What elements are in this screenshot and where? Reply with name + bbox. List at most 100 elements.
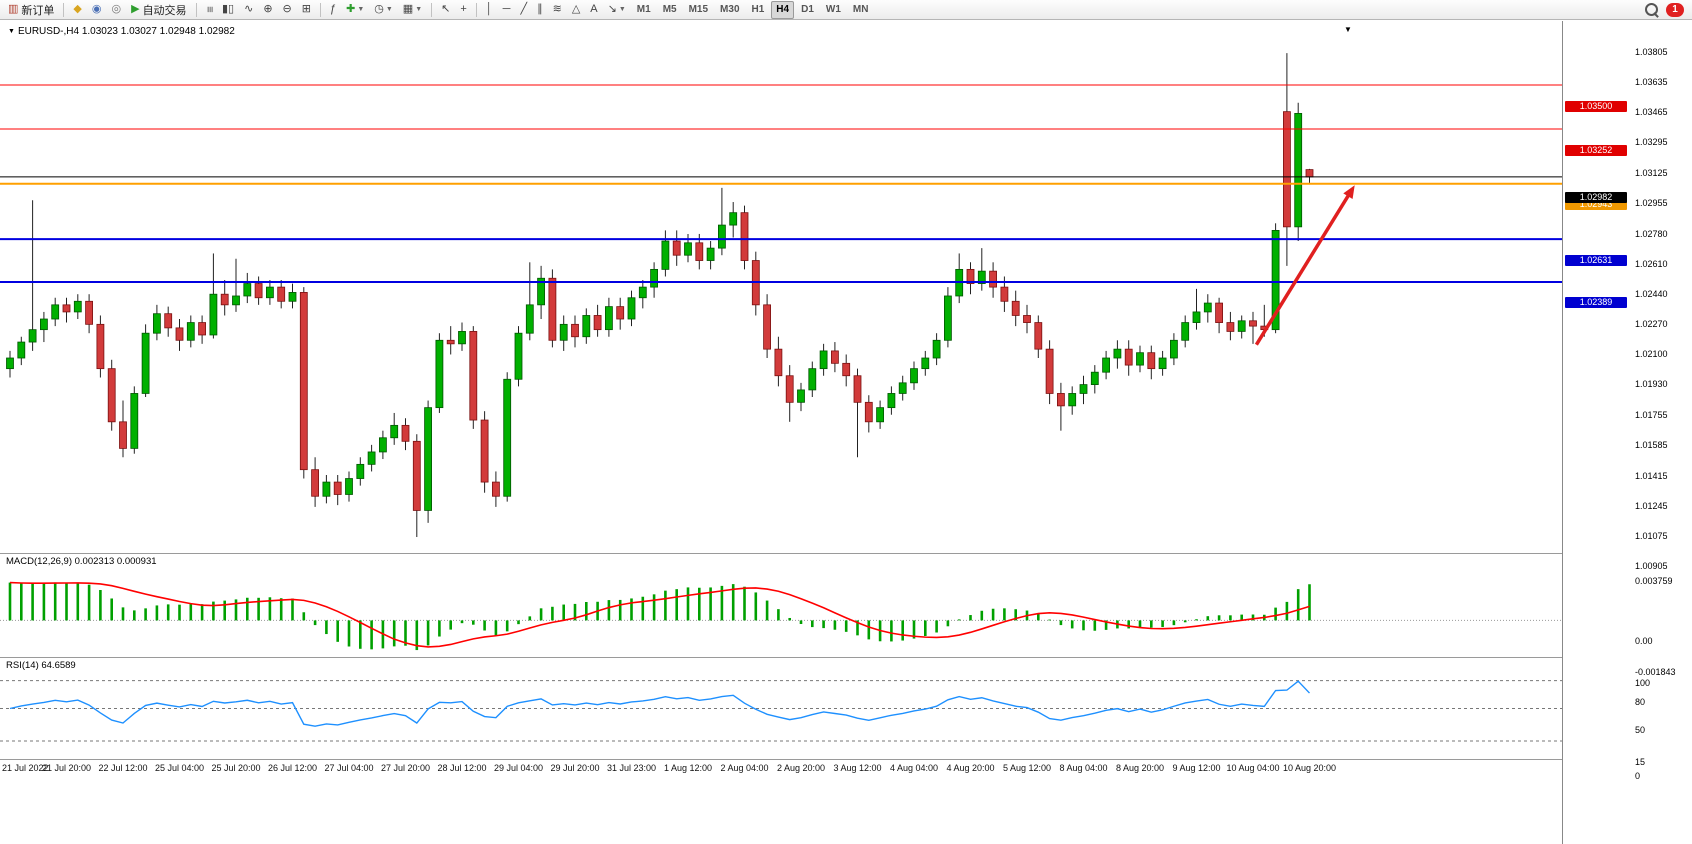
fibonacci-button[interactable]: ≋ <box>549 0 566 20</box>
panel-separator[interactable] <box>0 553 1692 554</box>
arrow-annotation[interactable] <box>1254 189 1354 346</box>
candle-up <box>288 292 297 302</box>
price-axis[interactable]: 1.03500 1.03252 1.02943 1.02631 1.02389 1.029… <box>1562 21 1692 844</box>
bar-chart-button[interactable]: ≡ <box>202 0 216 20</box>
templates-button[interactable]: ▦ ▼ <box>399 0 426 20</box>
price-axis-tick: 1.02270 <box>1635 319 1668 330</box>
candle-up <box>378 437 387 453</box>
trendline-icon: ╱ <box>520 3 528 15</box>
search-icon[interactable] <box>1645 3 1658 16</box>
shapes-button[interactable]: △ <box>568 0 584 20</box>
panel-separator[interactable] <box>0 657 1692 658</box>
candle-up <box>458 331 466 345</box>
time-axis-label: 25 Jul 04:00 <box>154 763 205 773</box>
new-order-button[interactable]: ▥ 新订单 <box>4 0 58 20</box>
tf-m1-button[interactable]: M1 <box>636 4 651 15</box>
macd-axis-tick: -0.001843 <box>1635 667 1676 677</box>
candle-down <box>1249 320 1257 327</box>
candle-down <box>1283 111 1291 228</box>
candle-down <box>446 339 455 345</box>
price-badge-1.02389: 1.02389 <box>1565 297 1627 309</box>
tf-mn-button[interactable]: MN <box>852 4 869 15</box>
rsi-axis-tick: 0 <box>1635 771 1641 781</box>
tile-windows-button[interactable]: ⊞ <box>298 0 315 20</box>
tf-m30-button[interactable]: M30 <box>720 4 740 15</box>
navigator-icon[interactable]: ◎ <box>107 0 125 20</box>
arrows-icon: ↘ <box>607 3 617 15</box>
tf-w1-button[interactable]: W1 <box>825 4 841 15</box>
candle-up <box>819 350 828 370</box>
candle-up <box>130 393 139 449</box>
text-button[interactable]: A <box>586 0 601 20</box>
price-axis-tick: 1.01930 <box>1635 379 1668 390</box>
chart-menu-icon[interactable]: ▼ <box>8 28 15 35</box>
crosshair-button[interactable]: + <box>456 0 470 20</box>
navigator-icon-icon: ◎ <box>111 3 122 15</box>
time-axis-label: 8 Aug 20:00 <box>1115 763 1165 773</box>
scroll-to-end-marker[interactable]: ▼ <box>1344 25 1352 34</box>
fibonacci-icon: ≋ <box>552 3 562 15</box>
candle-down <box>412 440 421 511</box>
arrows-button[interactable]: ↘ ▼ <box>604 0 630 20</box>
price-axis-tick: 1.02440 <box>1635 288 1668 299</box>
trendline-button[interactable]: ╱ <box>516 0 531 20</box>
autotrading-button[interactable]: ▶ 自动交易 <box>127 0 190 20</box>
rsi-panel[interactable]: RSI(14) 64.6589 <box>0 658 1562 759</box>
macd-axis-tick: 0.00 <box>1635 636 1653 647</box>
price-badge-1.02943: 1.02943 <box>1565 199 1627 211</box>
line-chart-button[interactable]: ∿ <box>240 0 257 20</box>
tf-m5-button[interactable]: M5 <box>662 4 677 15</box>
price-badge-1.02631: 1.02631 <box>1565 254 1627 266</box>
main-chart-panel[interactable]: ▼ EURUSD-,H4 1.03023 1.03027 1.02948 1.02… <box>0 21 1562 553</box>
indicators-button[interactable]: ƒ <box>326 0 340 20</box>
data-window-icon[interactable]: ◉ <box>88 0 106 20</box>
candle-up <box>797 389 805 403</box>
chart-title: ▼ EURUSD-,H4 1.03023 1.03027 1.02948 1.02… <box>8 26 235 37</box>
candle-up <box>1136 352 1144 366</box>
tf-h4-button[interactable]: H4 <box>771 0 795 19</box>
candle-down <box>774 348 783 377</box>
price-axis-tick: 1.01755 <box>1635 410 1668 421</box>
tf-h1-button[interactable]: H1 <box>751 4 765 15</box>
candle-down <box>1124 348 1133 366</box>
candle-up <box>650 268 658 288</box>
time-axis-label: 4 Aug 20:00 <box>946 763 995 773</box>
candle-up <box>559 323 568 341</box>
candle-up <box>40 318 48 331</box>
periods-icon: ◷ <box>374 3 384 15</box>
candle-up <box>322 481 331 497</box>
candle-up <box>582 315 591 338</box>
tf-m15-button[interactable]: M15 <box>688 4 709 15</box>
price-axis-tick: 1.03295 <box>1635 137 1668 148</box>
tf-d1-button[interactable]: D1 <box>801 4 814 15</box>
periods-button[interactable]: ◷ ▼ <box>370 0 397 20</box>
macd-axis-tick: 0.003759 <box>1635 576 1673 586</box>
time-axis[interactable]: 21 Jul 2022 21 Jul 20:00 22 Jul 12:00 25 Ju… <box>0 760 1562 844</box>
notification-badge[interactable]: 1 <box>1666 2 1684 17</box>
candle-down <box>672 240 681 256</box>
macd-panel[interactable]: MACD(12,26,9) 0.002313 0.000931 <box>0 554 1562 657</box>
panel-separator[interactable] <box>0 759 1692 760</box>
zoom-in-button[interactable]: ⊕ <box>259 0 276 20</box>
zoom-out-button[interactable]: ⊖ <box>279 0 296 20</box>
time-axis-label: 25 Jul 20:00 <box>211 763 261 773</box>
candle-down <box>62 304 71 313</box>
macd-canvas[interactable] <box>0 554 1562 657</box>
candle-up <box>345 478 353 495</box>
candle-up <box>684 242 692 256</box>
vertical-line-button[interactable]: │ <box>482 0 497 20</box>
candlestick-canvas[interactable] <box>0 21 1562 553</box>
candle-up <box>356 463 365 479</box>
channel-button[interactable]: ∥ <box>533 0 547 20</box>
candle-down <box>571 323 579 338</box>
rsi-canvas[interactable] <box>0 658 1562 759</box>
candlestick-chart-button[interactable]: ▮▯ <box>218 0 238 20</box>
add-indicator-button[interactable]: ✚ ▼ <box>342 0 368 20</box>
market-watch-icon[interactable]: ◆ <box>69 0 85 20</box>
horizontal-line-button[interactable]: ─ <box>499 0 515 20</box>
candle-up <box>706 247 715 261</box>
text-icon: A <box>590 3 598 15</box>
price-axis-tick: 1.02610 <box>1635 258 1668 269</box>
candle-down <box>220 293 229 306</box>
cursor-button[interactable]: ↖ <box>437 0 454 20</box>
